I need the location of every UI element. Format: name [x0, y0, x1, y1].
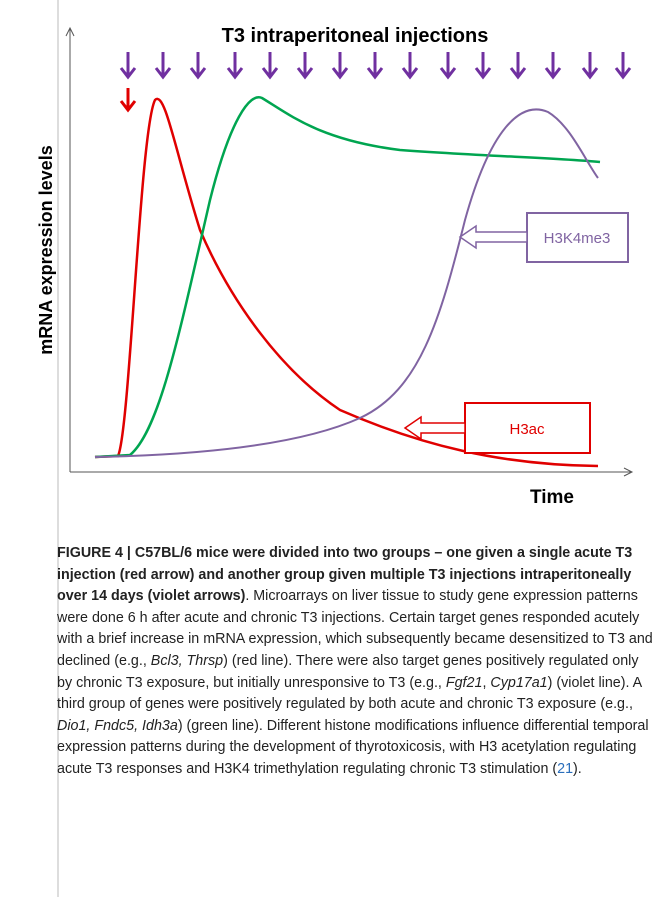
arrow-head — [439, 67, 457, 80]
caption-text: ) (green line). Different histone modifi… — [57, 717, 649, 777]
acute-arrow — [119, 88, 137, 113]
caption-text: . Microarrays on liver tissue to study g… — [57, 588, 653, 669]
x-label: Time — [530, 487, 574, 508]
arrow-head — [509, 67, 527, 80]
arrow-head — [189, 67, 207, 80]
violet-curve — [94, 108, 599, 458]
arrow-head — [474, 67, 492, 80]
hollow-arrow — [458, 224, 528, 250]
caption-bold: FIGURE 4 | C57BL/6 mice were divided int… — [57, 545, 633, 605]
arrow-head — [261, 67, 279, 80]
caption-gene: Fgf21 — [445, 674, 483, 691]
box-red — [464, 402, 591, 454]
caption-text: ). — [573, 760, 582, 777]
green-curve — [94, 95, 601, 459]
box-red-label: H3ac — [509, 421, 545, 438]
caption-gene: Dio1, Fndc5, Idh3a — [57, 717, 178, 734]
caption-text: , — [482, 674, 491, 691]
injection-arrows — [119, 52, 632, 80]
caption-gene: Cyp17a1 — [490, 674, 548, 691]
box-violet-label: H3K4me3 — [544, 230, 611, 247]
red-curve — [94, 97, 599, 468]
arrow-head — [331, 67, 349, 80]
arrow-head — [154, 67, 172, 80]
arrow-head — [366, 67, 384, 80]
arrow-head — [614, 67, 632, 80]
axes — [65, 26, 634, 477]
citation-link[interactable]: 21 — [557, 760, 574, 777]
hollow-arrow — [403, 415, 466, 441]
arrow-head — [401, 67, 419, 80]
arrow-head — [581, 67, 599, 80]
arrow-head — [226, 67, 244, 80]
caption: FIGURE 4 | C57BL/6 mice were divided int… — [57, 543, 657, 781]
arrow-head — [119, 67, 137, 80]
figure-title: T3 intraperitoneal injections — [222, 25, 489, 47]
y-label: mRNA expression levels — [36, 145, 56, 354]
caption-text: ) (violet line). A third group of genes … — [57, 674, 642, 713]
caption-text: ) (red line). There were also target gen… — [57, 652, 639, 691]
box-violet — [526, 212, 629, 263]
arrow-head — [296, 67, 314, 80]
caption-gene: Bcl3, Thrsp — [150, 652, 224, 669]
arrow-head — [544, 67, 562, 80]
